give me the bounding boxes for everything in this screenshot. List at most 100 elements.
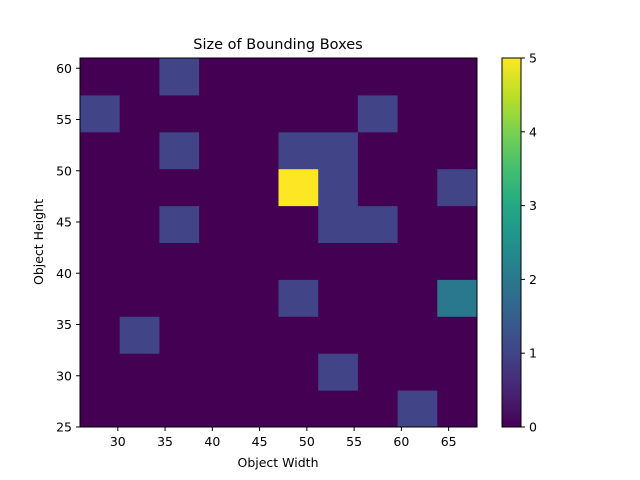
heatmap-cell (437, 205, 478, 243)
colorbar-tick-label: 5 (529, 51, 537, 66)
heatmap-cell (199, 58, 240, 96)
heatmap-cell (199, 205, 240, 243)
heatmap-cell (199, 131, 240, 170)
colorbar-tick-label: 0 (529, 420, 537, 435)
heatmap-cell (238, 205, 279, 243)
x-tick-label: 45 (252, 434, 268, 449)
x-tick-label: 55 (346, 434, 362, 449)
heatmap-cell (80, 279, 121, 317)
colorbar-tick-label: 3 (529, 198, 537, 213)
y-tick-label: 50 (56, 163, 72, 178)
heatmap-cell (437, 58, 478, 96)
heatmap-cell (437, 279, 478, 317)
heatmap-cell (357, 58, 399, 96)
heatmap-cell (238, 353, 279, 391)
heatmap-cell (278, 353, 319, 391)
heatmap-cell (437, 94, 478, 133)
heatmap-cell (397, 279, 438, 317)
heatmap-cell (159, 168, 200, 207)
heatmap-cell (159, 58, 200, 96)
heatmap-cell (238, 316, 279, 354)
heatmap-cell (159, 242, 200, 280)
heatmap-cell (199, 242, 240, 280)
x-axis-label: Object Width (238, 455, 319, 470)
x-tick-label: 65 (441, 434, 457, 449)
heatmap-cell (238, 390, 279, 428)
heatmap-cells (80, 58, 478, 428)
x-tick-label: 60 (393, 434, 409, 449)
heatmap-cell (318, 94, 359, 133)
heatmap-cell (119, 316, 160, 354)
heatmap-cell (119, 58, 160, 96)
y-axis-ticks: 25 30 35 40 45 50 55 60 (56, 61, 80, 435)
heatmap-cell (119, 279, 160, 317)
heatmap-cell (80, 168, 121, 207)
y-tick-label: 55 (56, 112, 72, 127)
heatmap-cell (278, 279, 319, 317)
x-tick-label: 40 (204, 434, 220, 449)
heatmap-cell (278, 168, 319, 207)
colorbar-ticks: 0 1 2 3 4 5 (521, 51, 537, 435)
y-tick-label: 25 (56, 420, 72, 435)
heatmap-cell (119, 168, 160, 207)
heatmap-cell (119, 205, 160, 243)
heatmap-cell (119, 242, 160, 280)
heatmap-cell (278, 390, 319, 428)
heatmap-cell (318, 242, 359, 280)
heatmap-cell (357, 279, 399, 317)
heatmap-cell (278, 316, 319, 354)
heatmap-cell (278, 242, 319, 280)
heatmap-cell (119, 390, 160, 428)
heatmap-cell (159, 390, 200, 428)
y-tick-label: 45 (56, 215, 72, 230)
x-tick-label: 50 (299, 434, 315, 449)
heatmap-cell (159, 205, 200, 243)
heatmap-cell (318, 58, 359, 96)
heatmap-cell (159, 316, 200, 354)
x-tick-label: 30 (110, 434, 126, 449)
heatmap-cell (278, 131, 319, 170)
heatmap-cell (437, 316, 478, 354)
heatmap-cell (80, 58, 121, 96)
heatmap-cell (238, 131, 279, 170)
x-axis-ticks: 30 35 40 45 50 55 60 65 (110, 427, 457, 449)
heatmap-cell (199, 168, 240, 207)
heatmap-cell (397, 168, 438, 207)
heatmap-cell (437, 168, 478, 207)
heatmap-cell (159, 279, 200, 317)
heatmap-cell (238, 279, 279, 317)
heatmap-cell (238, 168, 279, 207)
y-tick-label: 35 (56, 317, 72, 332)
heatmap-cell (357, 242, 399, 280)
plot-frame (79, 57, 478, 428)
heatmap-cell (397, 94, 438, 133)
heatmap-cell (159, 131, 200, 170)
heatmap-cell (80, 316, 121, 354)
heatmap-cell (199, 353, 240, 391)
heatmap-cell (199, 94, 240, 133)
heatmap-cell (80, 205, 121, 243)
heatmap-cell (199, 279, 240, 317)
heatmap-cell (119, 94, 160, 133)
chart-title: Size of Bounding Boxes (193, 37, 362, 53)
heatmap-cell (199, 316, 240, 354)
colorbar-tick-label: 1 (529, 346, 537, 361)
heatmap-cell (159, 353, 200, 391)
heatmap-cell (80, 353, 121, 391)
heatmap-cell (278, 205, 319, 243)
heatmap-cell (80, 390, 121, 428)
heatmap-cell (318, 131, 359, 170)
heatmap-cell (80, 242, 121, 280)
heatmap-cell (397, 58, 438, 96)
heatmap-cell (397, 390, 438, 428)
heatmap-cell (357, 316, 399, 354)
heatmap-cell (159, 94, 200, 133)
heatmap-cell (357, 205, 399, 243)
y-tick-label: 40 (56, 266, 72, 281)
heatmap-cell (119, 353, 160, 391)
heatmap-cell (318, 316, 359, 354)
heatmap-cell (119, 131, 160, 170)
heatmap-cell (278, 58, 319, 96)
heatmap-cell (318, 205, 359, 243)
